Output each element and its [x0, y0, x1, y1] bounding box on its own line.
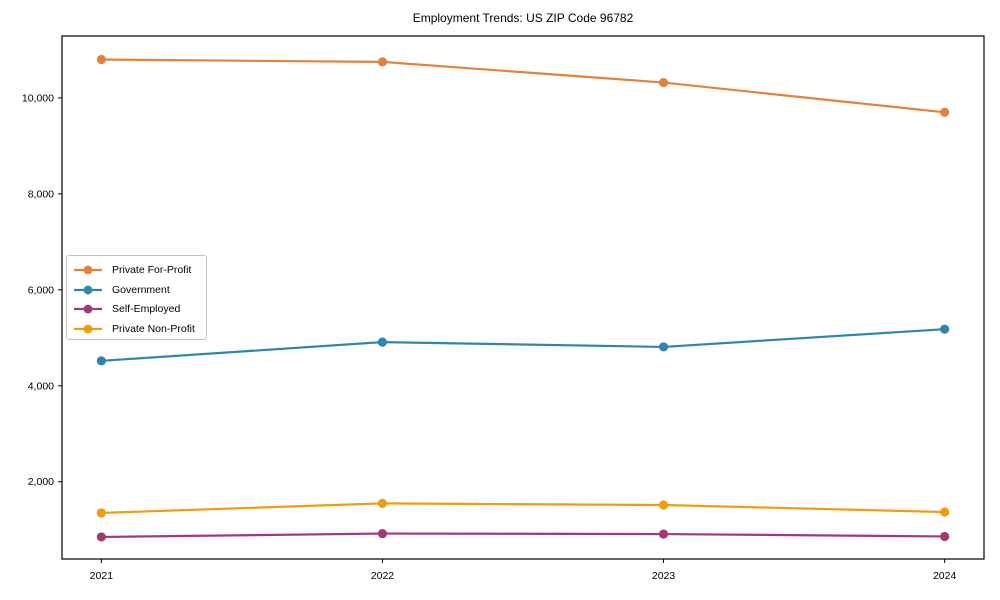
legend-item-label: Government — [112, 283, 170, 296]
series-marker-private-non-profit — [377, 498, 388, 508]
legend-marker-icon — [83, 285, 93, 295]
legend-marker-icon — [83, 324, 93, 334]
series-marker-government — [96, 356, 106, 366]
series-marker-government — [377, 337, 388, 347]
series-line-private-for-profit — [100, 58, 946, 114]
series-marker-private-for-profit — [658, 77, 669, 88]
series-marker-private-for-profit — [940, 107, 950, 117]
legend: Private For-Profit Government Self-Employe… — [66, 255, 207, 340]
series-marker-private-for-profit — [96, 54, 106, 65]
series-line-private-non-profit — [100, 502, 946, 515]
y-tick-label: 10,000 — [22, 92, 54, 104]
legend-item-label: Private For-Profit — [112, 263, 192, 276]
legend-swatch-government — [74, 285, 102, 295]
legend-item-self-employed: Self-Employed — [73, 300, 206, 319]
series-marker-self-employed — [940, 531, 950, 542]
series-line-government — [100, 328, 946, 362]
plot-frame — [61, 35, 985, 560]
axes: 2,000 4,000 6,000 8,000 10,000 2021 2022 2023 20… — [22, 35, 985, 582]
series-line-self-employed — [100, 532, 946, 539]
legend-swatch-private-for-profit — [74, 265, 102, 275]
x-tick-label: 2022 — [371, 570, 395, 582]
legend-marker-icon — [83, 304, 93, 314]
y-tick-label: 8,000 — [28, 188, 54, 200]
chart-title: Employment Trends: US ZIP Code 96782 — [412, 11, 634, 25]
x-tick-label: 2024 — [933, 570, 957, 582]
legend-item-label: Private Non-Profit — [112, 323, 195, 336]
legend-item-government: Government — [73, 280, 206, 299]
y-tick-label: 2,000 — [28, 476, 54, 488]
series-marker-self-employed — [658, 529, 669, 539]
y-tick-label: 4,000 — [28, 380, 54, 392]
x-tick-label: 2023 — [652, 570, 676, 582]
y-tick-label: 6,000 — [28, 284, 54, 296]
legend-item-private-non-profit: Private Non-Profit — [73, 320, 206, 339]
legend-item-label: Self-Employed — [112, 303, 181, 316]
series-marker-private-for-profit — [377, 57, 388, 67]
series-marker-government — [658, 342, 669, 352]
series-marker-government — [940, 324, 950, 334]
series-marker-private-non-profit — [658, 500, 669, 510]
x-tick-label: 2021 — [90, 570, 114, 582]
series-marker-self-employed — [377, 528, 388, 539]
legend-item-private-for-profit: Private For-Profit — [73, 260, 206, 279]
legend-swatch-self-employed — [74, 304, 102, 314]
legend-marker-icon — [83, 265, 93, 275]
series-marker-private-non-profit — [96, 508, 106, 518]
legend-swatch-private-non-profit — [74, 324, 102, 334]
series-marker-private-non-profit — [940, 507, 950, 517]
series-marker-self-employed — [96, 532, 106, 542]
series-lines — [96, 54, 950, 542]
